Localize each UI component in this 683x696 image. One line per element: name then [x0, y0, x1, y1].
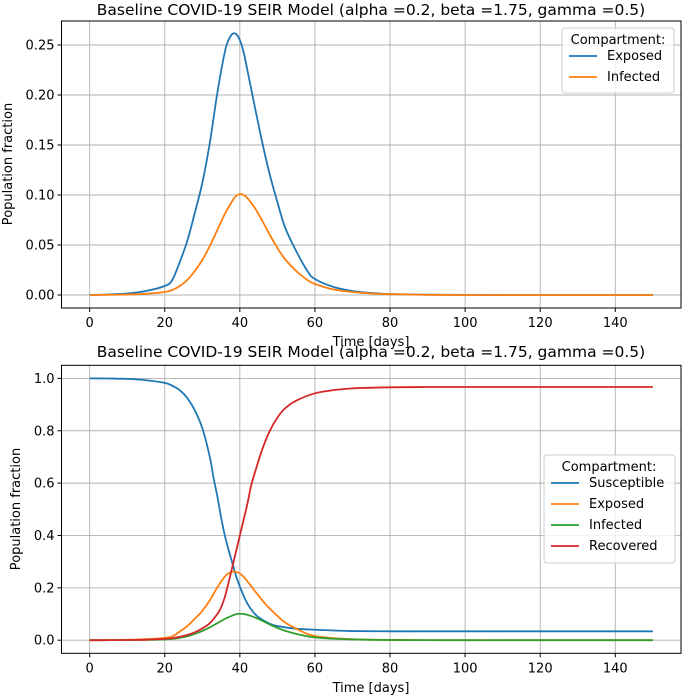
bottom-x-tick-label: 80 — [382, 661, 399, 676]
bottom-legend-label-exposed: Exposed — [589, 497, 644, 512]
bottom-y-tick-label: 1.0 — [34, 372, 55, 387]
top-legend: Compartment: Exposed Infected — [561, 27, 675, 94]
bottom-legend-label-recovered: Recovered — [589, 539, 658, 554]
bottom-legend: Compartment: Susceptible Exposed Infected R… — [543, 454, 676, 564]
bottom-axes-frame — [61, 364, 682, 654]
bottom-legend-title: Compartment: — [562, 460, 657, 475]
top-series-infected — [89, 193, 653, 296]
bottom-y-tick-label: 0.8 — [34, 424, 55, 439]
top-x-tick-label: 140 — [603, 316, 628, 331]
top-y-tick-label: 0.20 — [26, 89, 55, 104]
bottom-series-recovered — [89, 386, 653, 642]
bottom-y-tick-label: 0.2 — [34, 581, 55, 596]
bottom-x-tick-label: 0 — [86, 661, 94, 676]
bottom-x-axis-label: Time [days] — [332, 681, 410, 696]
bottom-y-tick-label: 0.4 — [34, 529, 55, 544]
top-x-tick-label: 40 — [232, 316, 249, 331]
top-y-tick-label: 0.15 — [26, 139, 55, 154]
top-ticks: 0 20 40 60 80 100 120 140 0.00 0.05 0.10 0.15 0.20 0.… — [26, 39, 628, 332]
bottom-y-tick-label: 0.6 — [34, 477, 55, 492]
bottom-legend-label-infected: Infected — [589, 518, 642, 533]
top-y-tick-label: 0.05 — [26, 239, 55, 254]
top-legend-label-exposed: Exposed — [607, 49, 662, 64]
bottom-x-tick-label: 40 — [232, 661, 249, 676]
top-x-tick-label: 60 — [307, 316, 324, 331]
top-x-tick-label: 20 — [156, 316, 173, 331]
top-y-tick-label: 0.25 — [26, 39, 55, 54]
top-series-layer — [89, 32, 653, 296]
top-x-tick-label: 0 — [86, 316, 94, 331]
top-y-tick-label: 0.10 — [26, 189, 55, 204]
top-x-tick-label: 100 — [453, 316, 478, 331]
bottom-x-tick-label: 20 — [156, 661, 173, 676]
top-subplot: Baseline COVID-19 SEIR Model (alpha =0.2… — [1, 1, 682, 350]
bottom-series-exposed — [89, 570, 653, 642]
bottom-subplot: Baseline COVID-19 SEIR Model (alpha =0.2… — [9, 343, 682, 696]
bottom-legend-entries: Susceptible Exposed Infected Recovered — [551, 476, 664, 554]
top-chart-title: Baseline COVID-19 SEIR Model (alpha =0.2… — [97, 1, 645, 19]
bottom-ticks: 0 20 40 60 80 100 120 140 0.0 0.2 0.4 0.6 0.8 1.0 — [34, 372, 628, 676]
top-legend-title: Compartment: — [571, 33, 666, 48]
bottom-x-tick-label: 100 — [453, 661, 478, 676]
bottom-series-infected — [89, 612, 653, 642]
top-y-axis-label: Population fraction — [1, 103, 16, 225]
bottom-x-tick-label: 60 — [307, 661, 324, 676]
bottom-legend-box — [543, 454, 676, 564]
top-x-axis-label: Time [days] — [332, 335, 410, 350]
bottom-legend-label-susceptible: Susceptible — [589, 476, 664, 491]
bottom-y-tick-label: 0.0 — [34, 634, 55, 649]
bottom-x-tick-label: 140 — [603, 661, 628, 676]
bottom-chart-title: Baseline COVID-19 SEIR Model (alpha =0.2… — [97, 343, 645, 361]
top-legend-label-infected: Infected — [607, 70, 660, 85]
top-legend-entries: Exposed Infected — [569, 49, 662, 85]
bottom-x-tick-label: 120 — [528, 661, 553, 676]
top-x-tick-label: 80 — [382, 316, 399, 331]
bottom-y-axis-label: Population fraction — [9, 448, 24, 570]
bottom-series-susceptible — [89, 377, 653, 633]
top-y-tick-label: 0.00 — [26, 289, 55, 304]
top-x-tick-label: 120 — [528, 316, 553, 331]
bottom-series-layer — [89, 377, 653, 642]
top-axes-frame — [61, 20, 682, 309]
